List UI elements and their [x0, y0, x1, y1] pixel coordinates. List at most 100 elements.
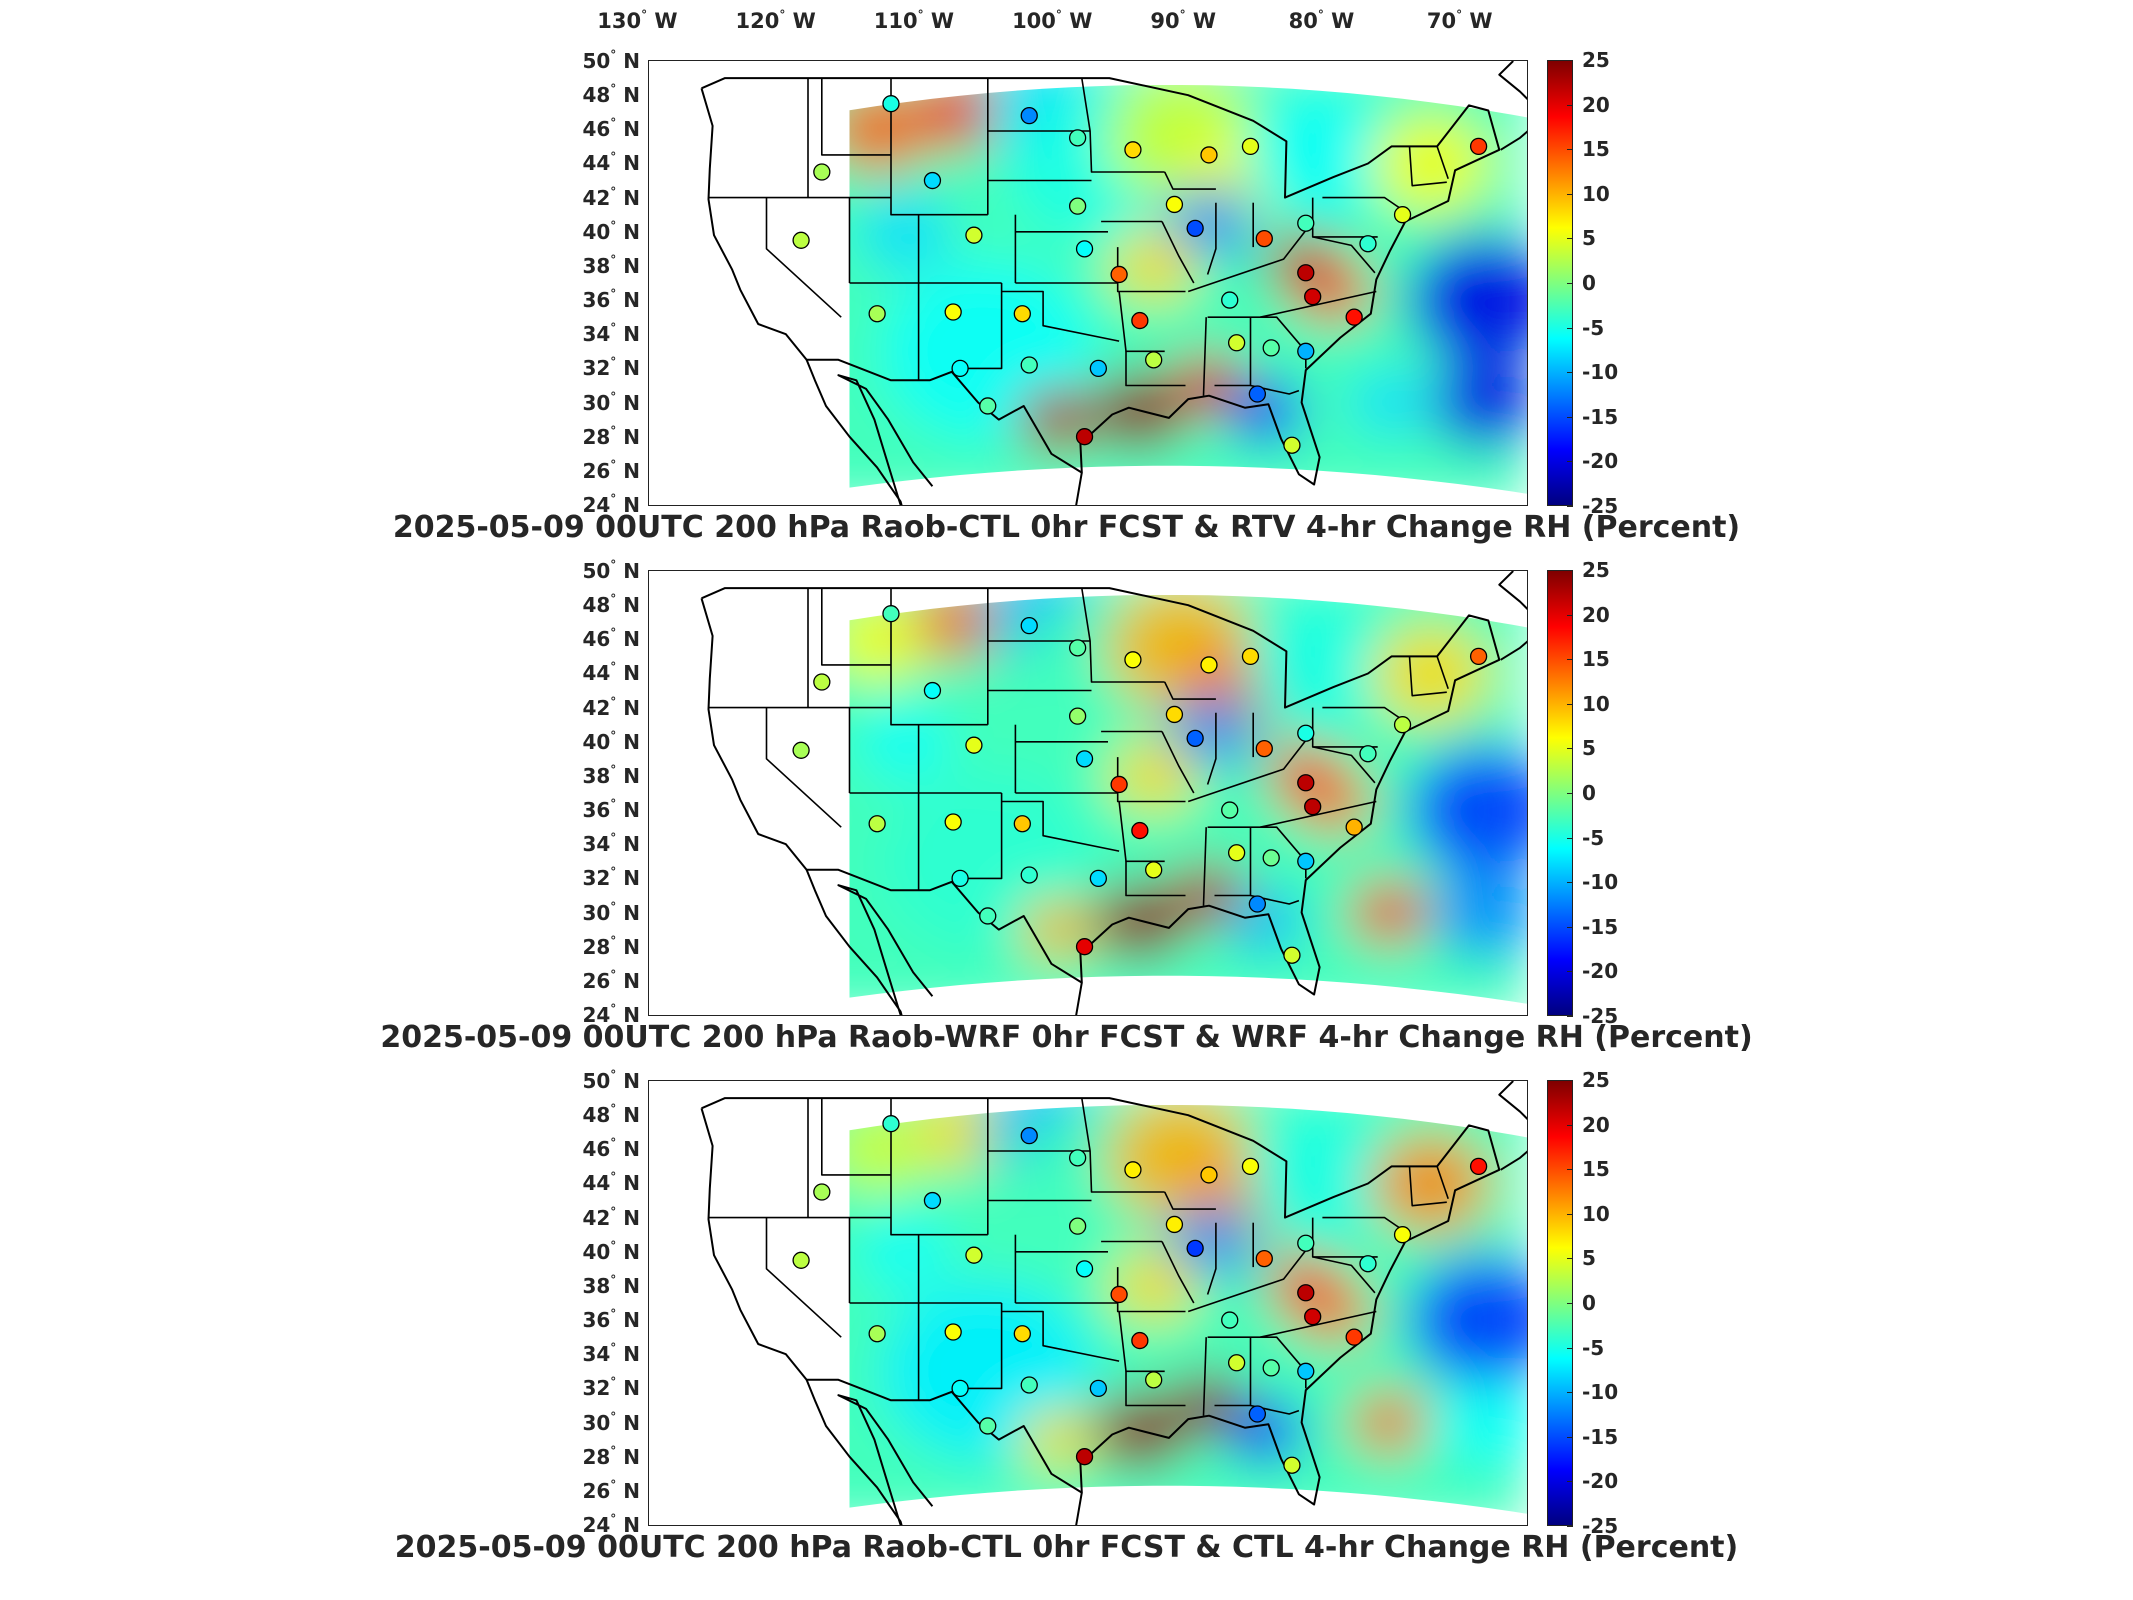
raob-station-marker	[1221, 801, 1239, 819]
colorbar-tick-label: 10	[1582, 1201, 1610, 1226]
raob-station-marker	[1345, 1328, 1363, 1346]
raob-station-marker	[979, 1417, 997, 1435]
latitude-label: 48° N	[582, 82, 640, 108]
rh-field-feature	[1369, 1132, 1492, 1235]
raob-station-marker	[792, 741, 810, 759]
state-line	[1116, 1267, 1186, 1313]
longitude-label: 70° W	[1426, 8, 1493, 33]
rh-field-feature	[1243, 1110, 1396, 1239]
colorbar-tick-label: 25	[1582, 558, 1610, 582]
raob-station-marker	[1075, 750, 1094, 768]
latitude-label: 24° N	[582, 492, 640, 517]
state-line	[1206, 202, 1217, 275]
raob-station-marker	[1469, 1157, 1488, 1176]
raob-station-marker	[944, 303, 962, 321]
raob-station-marker	[1359, 1255, 1377, 1273]
colorbar-tick-mark	[1567, 837, 1573, 839]
raob-station-marker	[1241, 137, 1260, 156]
raob-station-marker	[813, 1183, 831, 1201]
state-line	[1116, 247, 1186, 293]
raob-station-marker	[1131, 311, 1149, 330]
colorbar-tick-mark	[1567, 1481, 1573, 1483]
rh-field-feature	[1409, 1256, 1527, 1385]
panel-title: 2025-05-09 00UTC 200 hPa Raob-CTL 0hr FC…	[392, 510, 1741, 545]
raob-station-marker	[1165, 705, 1184, 724]
panel-title: 2025-05-09 00UTC 200 hPa Raob-WRF 0hr FC…	[380, 1020, 1753, 1055]
colorbar-tick-mark	[1567, 1016, 1573, 1017]
rh-field-feature	[859, 703, 951, 781]
raob-station-marker	[882, 95, 900, 113]
rh-field-feature	[849, 595, 931, 685]
raob-station-marker	[1469, 137, 1488, 156]
rh-field-feature	[1409, 746, 1527, 875]
rh-field-feature	[1350, 370, 1427, 435]
rh-change-field	[849, 1105, 1527, 1516]
colorbar-tick-mark	[1567, 1436, 1573, 1438]
raob-station-marker	[1304, 1308, 1322, 1326]
colorbar-tick-mark	[1567, 461, 1573, 463]
raob-station-marker	[1068, 197, 1087, 215]
raob-station-marker	[1131, 821, 1149, 840]
rh-field-feature	[859, 1213, 951, 1291]
coastline-segment	[1498, 1081, 1527, 1171]
rh-change-field	[849, 595, 1527, 1006]
raob-station-marker	[1248, 1405, 1267, 1423]
raob-station-marker	[813, 673, 831, 691]
raob-station-marker	[1131, 1331, 1149, 1350]
latitude-label: 26° N	[582, 967, 640, 993]
colorbar-tick-label: -25	[1582, 494, 1619, 518]
latitude-label: 40° N	[582, 218, 640, 244]
raob-station-marker	[1200, 146, 1218, 164]
latitude-label: 28° N	[582, 1443, 640, 1469]
state-line	[1163, 681, 1216, 700]
latitude-label: 36° N	[582, 1307, 640, 1333]
colorbar-tick-mark	[1567, 1169, 1573, 1171]
state-line	[1161, 221, 1195, 284]
colorbar-tick-mark	[1567, 149, 1573, 151]
colorbar-tick-mark	[1567, 283, 1573, 284]
raob-station-marker	[1110, 775, 1128, 794]
colorbar-tick-mark	[1567, 1392, 1573, 1394]
latitude-label: 44° N	[582, 150, 640, 176]
state-line	[1312, 746, 1376, 784]
rh-field-feature	[1295, 259, 1372, 324]
latitude-label: 44° N	[582, 660, 640, 686]
latitude-label: 46° N	[582, 116, 640, 142]
coastline-segment	[1075, 1492, 1083, 1525]
latitude-label: 30° N	[582, 389, 640, 415]
colorbar-tick-mark	[1567, 614, 1573, 616]
raob-stations	[792, 1115, 1488, 1474]
rh-field-feature	[1108, 737, 1200, 815]
raob-station-marker	[1186, 729, 1204, 748]
colorbar-tick-mark	[1567, 1526, 1573, 1527]
latitude-label: 36° N	[582, 287, 640, 313]
colorbar-tick-label: 0	[1582, 781, 1596, 805]
raob-station-marker	[1297, 774, 1315, 792]
colorbar-tick-mark	[1567, 60, 1573, 61]
raob-station-marker	[1075, 938, 1094, 956]
colorbar-tick-label: -10	[1582, 360, 1619, 385]
state-line	[1436, 1166, 1449, 1200]
rh-field-feature	[1409, 236, 1527, 365]
latitude-label: 38° N	[582, 1272, 640, 1298]
raob-station-marker	[1020, 616, 1038, 635]
raob-station-marker	[1304, 288, 1322, 306]
colorbar-tick-label: -15	[1582, 914, 1619, 939]
longitude-label: 80° W	[1288, 8, 1355, 33]
raob-station-marker	[1075, 1448, 1094, 1466]
raob-station-marker	[1020, 1126, 1038, 1145]
raob-stations	[792, 95, 1488, 454]
latitude-label: 48° N	[582, 592, 640, 618]
raob-station-marker	[1255, 739, 1273, 758]
raob-station-marker	[1124, 141, 1142, 159]
raob-stations	[792, 605, 1488, 964]
raob-station-marker	[1248, 895, 1267, 913]
raob-station-marker	[1469, 647, 1488, 666]
state-line	[1408, 656, 1447, 697]
rh-field-feature	[1243, 600, 1396, 729]
map-panel: 50° N 48° N 46° N 44° N 42° N 40° N 38° N 36° N…	[0, 0, 2133, 545]
colorbar-tick-mark	[1567, 703, 1573, 705]
latitude-label: 42° N	[582, 184, 640, 210]
coastline-segment	[805, 359, 934, 505]
colorbar-tick-label: 15	[1582, 137, 1610, 162]
